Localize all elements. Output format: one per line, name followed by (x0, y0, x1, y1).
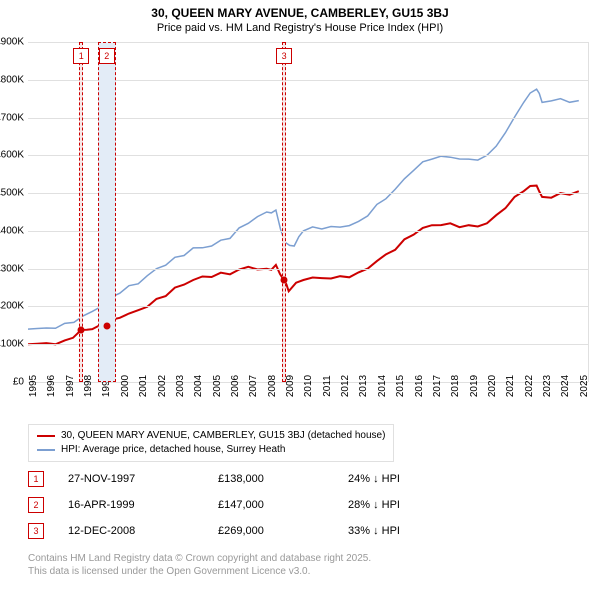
sale-price: £147,000 (218, 499, 348, 511)
footer-line: This data is licensed under the Open Gov… (28, 565, 371, 578)
x-axis-label: 2024 (560, 375, 571, 397)
marker-band (282, 42, 286, 382)
x-axis-label: 2004 (193, 375, 204, 397)
x-axis-label: 2017 (432, 375, 443, 397)
chart-container: 30, QUEEN MARY AVENUE, CAMBERLEY, GU15 3… (0, 0, 600, 590)
x-axis-label: 2006 (230, 375, 241, 397)
sale-point (281, 277, 288, 284)
legend-label: HPI: Average price, detached house, Surr… (61, 443, 285, 457)
x-axis-label: 2005 (212, 375, 223, 397)
x-axis-label: 2020 (487, 375, 498, 397)
y-axis-label: £900K (0, 37, 24, 48)
legend-swatch (37, 449, 55, 451)
sale-badge: 2 (28, 497, 44, 513)
sale-point (103, 323, 110, 330)
x-axis-label: 2022 (524, 375, 535, 397)
y-axis-label: £100K (0, 339, 24, 350)
sale-price: £269,000 (218, 525, 348, 537)
legend-swatch (37, 435, 55, 437)
sales-table: 1 27-NOV-1997£138,00024% ↓ HPI 2 16-APR-199… (28, 466, 478, 544)
sale-row: 2 16-APR-1999£147,00028% ↓ HPI (28, 492, 478, 518)
chart-legend: 30, QUEEN MARY AVENUE, CAMBERLEY, GU15 3… (28, 424, 394, 462)
x-axis-label: 2001 (138, 375, 149, 397)
x-axis-label: 2007 (248, 375, 259, 397)
y-axis-label: £0 (13, 377, 24, 388)
marker-band (98, 42, 116, 382)
marker-badge: 3 (276, 48, 292, 64)
marker-badge: 2 (99, 48, 115, 64)
x-axis-label: 1996 (46, 375, 57, 397)
x-axis-label: 2011 (322, 375, 333, 397)
x-axis-label: 2021 (505, 375, 516, 397)
sale-row: 3 12-DEC-2008£269,00033% ↓ HPI (28, 518, 478, 544)
chart-title: 30, QUEEN MARY AVENUE, CAMBERLEY, GU15 3… (0, 0, 600, 20)
x-axis-label: 2010 (303, 375, 314, 397)
sale-date: 27-NOV-1997 (68, 473, 218, 485)
sale-badge: 1 (28, 471, 44, 487)
y-axis-label: £200K (0, 301, 24, 312)
y-axis-label: £700K (0, 112, 24, 123)
x-axis-label: 2019 (469, 375, 480, 397)
sale-row: 1 27-NOV-1997£138,00024% ↓ HPI (28, 466, 478, 492)
y-axis-label: £400K (0, 225, 24, 236)
y-axis-label: £300K (0, 263, 24, 274)
sale-delta: 24% ↓ HPI (348, 473, 478, 485)
legend-item: HPI: Average price, detached house, Surr… (37, 443, 385, 457)
footer-attribution: Contains HM Land Registry data © Crown c… (28, 552, 371, 578)
x-axis-label: 1997 (65, 375, 76, 397)
y-axis-label: £500K (0, 188, 24, 199)
x-axis-label: 2023 (542, 375, 553, 397)
sale-delta: 28% ↓ HPI (348, 499, 478, 511)
legend-item: 30, QUEEN MARY AVENUE, CAMBERLEY, GU15 3… (37, 429, 385, 443)
sale-delta: 33% ↓ HPI (348, 525, 478, 537)
x-axis-label: 1998 (83, 375, 94, 397)
sale-date: 12-DEC-2008 (68, 525, 218, 537)
y-axis-label: £600K (0, 150, 24, 161)
x-axis-label: 2012 (340, 375, 351, 397)
x-axis-label: 2018 (450, 375, 461, 397)
y-axis-label: £800K (0, 74, 24, 85)
sale-date: 16-APR-1999 (68, 499, 218, 511)
marker-badge: 1 (73, 48, 89, 64)
sale-price: £138,000 (218, 473, 348, 485)
x-axis-label: 2015 (395, 375, 406, 397)
x-axis-label: 2014 (377, 375, 388, 397)
x-axis-label: 2000 (120, 375, 131, 397)
x-axis-label: 2003 (175, 375, 186, 397)
x-axis-label: 2016 (414, 375, 425, 397)
sale-point (78, 326, 85, 333)
chart-plot-area: £0£100K£200K£300K£400K£500K£600K£700K£80… (28, 42, 589, 382)
x-axis-label: 2013 (358, 375, 369, 397)
footer-line: Contains HM Land Registry data © Crown c… (28, 552, 371, 565)
x-axis-label: 2009 (285, 375, 296, 397)
sale-badge: 3 (28, 523, 44, 539)
x-axis-label: 1995 (28, 375, 39, 397)
x-axis-label: 2025 (579, 375, 590, 397)
x-axis-label: 2002 (157, 375, 168, 397)
x-axis-label: 2008 (267, 375, 278, 397)
legend-label: 30, QUEEN MARY AVENUE, CAMBERLEY, GU15 3… (61, 429, 385, 443)
chart-subtitle: Price paid vs. HM Land Registry's House … (0, 20, 600, 34)
